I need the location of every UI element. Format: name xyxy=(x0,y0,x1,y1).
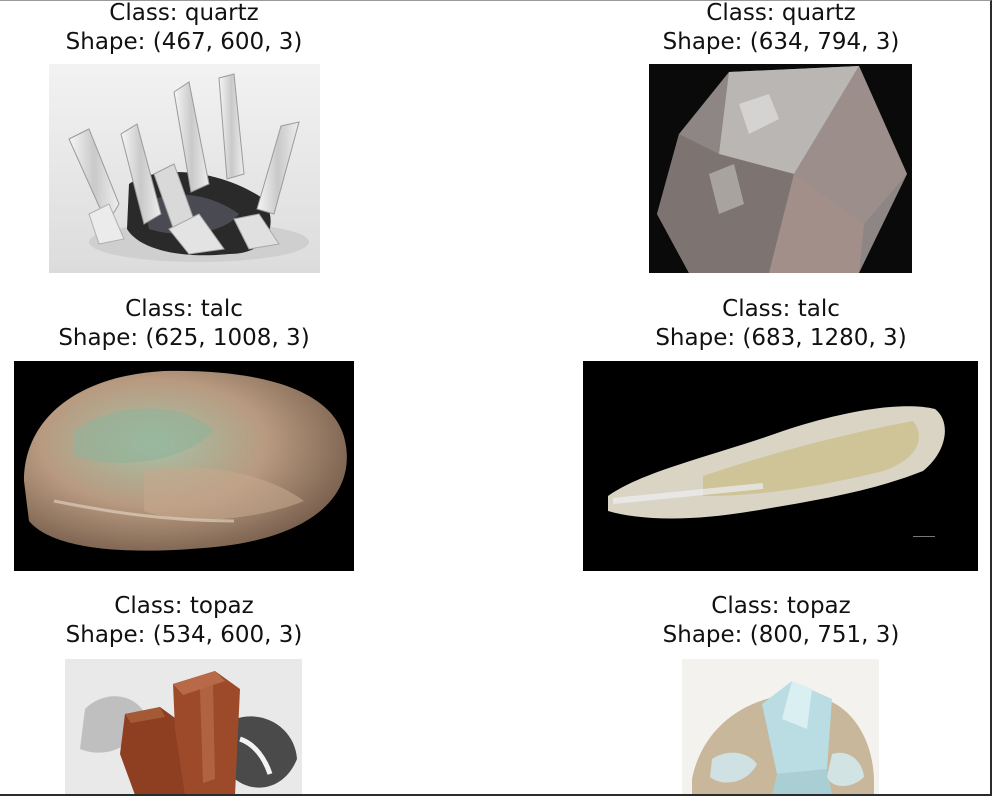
brown-topaz-image xyxy=(65,659,302,794)
class-label: Class: topaz xyxy=(114,593,254,619)
panel-title: Class: topaz Shape: (800, 751, 3) xyxy=(597,592,965,650)
panel-title: Class: quartz Shape: (467, 600, 3) xyxy=(0,0,368,57)
shape-label: Shape: (467, 600, 3) xyxy=(65,29,303,55)
shape-label: Shape: (625, 1008, 3) xyxy=(58,325,310,351)
quartz-cluster-image xyxy=(49,64,320,273)
panel-title: Class: talc Shape: (683, 1280, 3) xyxy=(597,295,965,353)
shape-label: Shape: (683, 1280, 3) xyxy=(655,325,907,351)
shape-label: Shape: (800, 751, 3) xyxy=(662,622,900,648)
shape-label: Shape: (534, 600, 3) xyxy=(65,622,303,648)
shape-label: Shape: (634, 794, 3) xyxy=(662,29,900,55)
class-label: Class: quartz xyxy=(706,0,856,26)
panel-title: Class: quartz Shape: (634, 794, 3) xyxy=(597,0,965,57)
smoky-quartz-image xyxy=(649,64,912,273)
talc-rock-image xyxy=(14,361,354,571)
panel-title: Class: talc Shape: (625, 1008, 3) xyxy=(0,295,368,353)
class-label: Class: talc xyxy=(125,296,243,322)
panel-title: Class: topaz Shape: (534, 600, 3) xyxy=(0,592,368,650)
talc-specimen-image xyxy=(583,361,978,571)
blue-topaz-image xyxy=(682,659,879,794)
class-label: Class: talc xyxy=(722,296,840,322)
class-label: Class: quartz xyxy=(109,0,259,26)
class-label: Class: topaz xyxy=(711,593,851,619)
